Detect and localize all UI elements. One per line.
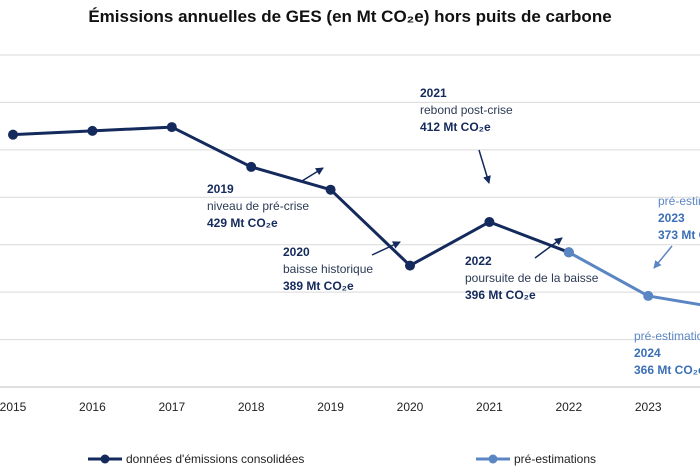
x-tick-label-2020: 2020 [397,400,424,414]
data-point-2021 [484,216,495,227]
annotation-2024-desc: pré-estimations [634,329,700,343]
x-axis-ticks: 2015201620172018201920202021202220232024 [0,400,662,414]
annotation-2019-value: 429 Mt CO₂e [207,216,278,230]
annotation-2021: 2021 rebond post-crise 412 Mt CO₂e [420,85,513,136]
annotation-2023-desc: pré-estimations [658,194,700,208]
legend-consolidated-label: données d'émissions consolidées [126,452,305,466]
data-point-2016 [87,125,98,136]
annotation-2021-desc: rebond post-crise [420,103,513,117]
chart-title: Émissions annuelles de GES (en Mt CO₂e) … [88,7,612,26]
legend-estimate-label: pré-estimations [514,452,597,466]
annotation-2022-desc: poursuite de de la baisse [465,271,599,285]
annotation-2024-value: 366 Mt CO₂e [634,363,700,377]
legend-consolidated: données d'émissions consolidées [88,452,304,466]
annotation-2022-year: 2022 [465,254,492,268]
annotation-2020-value: 389 Mt CO₂e [283,279,354,293]
arrow-2023 [653,245,673,269]
annotation-2024: pré-estimations 2024 366 Mt CO₂e [634,328,700,379]
data-point-2015 [8,129,18,140]
x-tick-label-2022: 2022 [555,400,582,414]
annotation-2022: 2022 poursuite de de la baisse 396 Mt CO… [465,253,598,304]
annotation-2023-year: 2023 [658,211,685,225]
annotation-2024-year: 2024 [634,346,661,360]
x-tick-label-2023: 2023 [635,400,662,414]
arrow-2020 [371,241,401,256]
series-line-consolidated [12,125,570,268]
legend-estimate: pré-estimations [476,452,596,466]
data-point-2019 [325,184,336,195]
data-point-2020 [405,260,415,271]
arrow-2019 [301,167,324,182]
annotation-2021-value: 412 Mt CO₂e [420,120,491,134]
data-point-2022-estimate [563,247,574,258]
annotation-2020-desc: baisse historique [283,262,374,276]
data-point-2018 [246,161,257,172]
x-tick-label-2019: 2019 [317,400,344,414]
grid-lines [0,54,700,388]
annotation-2021-year: 2021 [420,86,447,100]
annotation-2019-year: 2019 [207,182,234,196]
x-tick-label-2016: 2016 [79,400,106,414]
annotation-2020-year: 2020 [283,245,310,259]
x-tick-label-2018: 2018 [238,400,265,414]
annotation-2020: 2020 baisse historique 389 Mt CO₂e [283,244,373,295]
annotation-2023-value: 373 Mt CO₂e [658,228,700,242]
arrow-2021 [478,149,491,184]
x-tick-label-2017: 2017 [158,400,185,414]
x-tick-label-2021: 2021 [476,400,503,414]
annotation-2023: pré-estimations 2023 373 Mt CO₂e [658,193,700,244]
arrow-2022 [534,237,563,259]
legend-consolidated-marker [88,454,122,464]
annotation-2019: 2019 niveau de pré-crise 429 Mt CO₂e [207,181,309,232]
series-points [8,122,654,301]
data-point-2023-estimate [643,290,654,301]
annotation-arrows [301,149,673,269]
annotation-2019-desc: niveau de pré-crise [207,199,310,213]
legend-estimate-marker [476,454,510,464]
x-tick-label-2015: 2015 [0,400,27,414]
annotation-2022-value: 396 Mt CO₂e [465,288,536,302]
data-point-2017 [166,122,177,133]
